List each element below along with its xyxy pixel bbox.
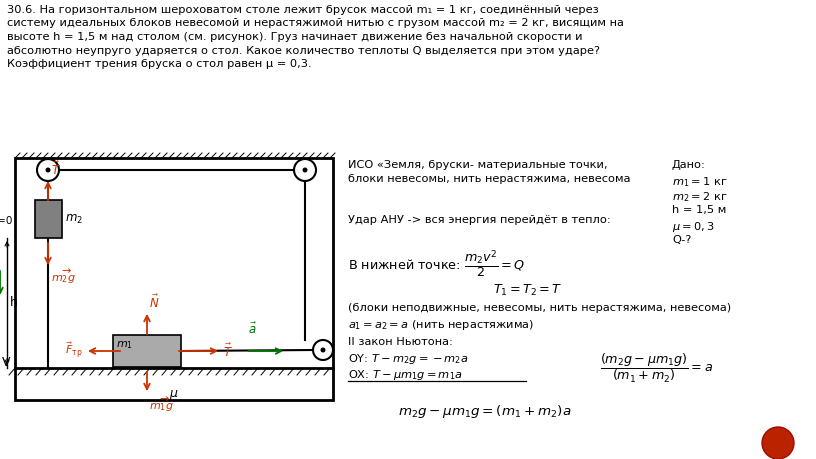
Text: $\mu = 0,3$: $\mu = 0,3$	[672, 220, 715, 234]
Text: h = 1,5 м: h = 1,5 м	[672, 205, 726, 215]
Text: h: h	[10, 297, 18, 309]
Bar	[35, 200, 62, 238]
Text: $T_1 = T_2 = T$: $T_1 = T_2 = T$	[493, 283, 562, 298]
Text: В нижней точке: $\dfrac{m_2 v^2}{2} = Q$: В нижней точке: $\dfrac{m_2 v^2}{2} = Q$	[348, 248, 526, 280]
Text: $m_1$: $m_1$	[116, 339, 133, 351]
Text: $a_1 = a_2 = a$ (нить нерастяжима): $a_1 = a_2 = a$ (нить нерастяжима)	[348, 318, 534, 332]
Circle shape	[321, 347, 326, 353]
Text: $\vec{F}_{\rm тр}$: $\vec{F}_{\rm тр}$	[65, 341, 83, 361]
Text: $\overrightarrow{m_2 g}$: $\overrightarrow{m_2 g}$	[51, 268, 76, 286]
Text: ОX: $T - \mu m_1 g = m_1 a$: ОX: $T - \mu m_1 g = m_1 a$	[348, 368, 463, 382]
Circle shape	[303, 168, 308, 173]
Text: V=0: V=0	[0, 216, 13, 226]
Circle shape	[46, 168, 51, 173]
Text: Удар АНУ -> вся энергия перейдёт в тепло:: Удар АНУ -> вся энергия перейдёт в тепло…	[348, 215, 610, 225]
Bar	[113, 335, 181, 367]
Text: Q-?: Q-?	[672, 235, 691, 245]
Text: $\mu$: $\mu$	[169, 388, 179, 402]
Text: $\vec{N}$: $\vec{N}$	[149, 294, 159, 311]
Text: $\dfrac{(m_2 g - \mu m_1 g)}{(m_1 + m_2)} = a$: $\dfrac{(m_2 g - \mu m_1 g)}{(m_1 + m_2)…	[600, 352, 713, 385]
Text: ОY: $T - m_2 g = -m_2 a$: ОY: $T - m_2 g = -m_2 a$	[348, 352, 468, 366]
Text: высоте h = 1,5 м над столом (см. рисунок). Груз начинает движение без начальной : высоте h = 1,5 м над столом (см. рисунок…	[7, 32, 583, 42]
Text: Дано:: Дано:	[672, 160, 706, 170]
Text: $\vec{a}$: $\vec{a}$	[248, 322, 257, 337]
Text: систему идеальных блоков невесомой и нерастяжимой нитью с грузом массой m₂ = 2 к: систему идеальных блоков невесомой и нер…	[7, 18, 624, 28]
Text: абсолютно неупруго ударяется о стол. Какое количество теплоты Q выделяется при э: абсолютно неупруго ударяется о стол. Как…	[7, 45, 600, 56]
Text: блоки невесомы, нить нерастяжима, невесома: блоки невесомы, нить нерастяжима, невесо…	[348, 174, 631, 184]
Text: Коэффициент трения бруска о стол равен μ = 0,3.: Коэффициент трения бруска о стол равен μ…	[7, 59, 312, 69]
Circle shape	[762, 427, 794, 459]
Text: $m_2 g - \mu m_1 g = (m_1 + m_2)a$: $m_2 g - \mu m_1 g = (m_1 + m_2)a$	[398, 403, 571, 420]
Text: $m_2$: $m_2$	[65, 213, 83, 225]
Text: II закон Ньютона:: II закон Ньютона:	[348, 337, 453, 347]
Text: V: V	[2, 357, 10, 369]
Text: $\vec{T}$: $\vec{T}$	[223, 342, 233, 359]
Text: $\vec{T}$: $\vec{T}$	[51, 161, 61, 178]
Text: ИСО «Земля, бруски- материальные точки,: ИСО «Земля, бруски- материальные точки,	[348, 160, 607, 170]
Text: $m_1 = 1$ кг: $m_1 = 1$ кг	[672, 175, 728, 189]
Text: $m_2 = 2$ кг: $m_2 = 2$ кг	[672, 190, 728, 204]
Text: (блоки неподвижные, невесомы, нить нерастяжима, невесома): (блоки неподвижные, невесомы, нить нерас…	[348, 303, 731, 313]
Text: 30.6. На горизонтальном шероховатом столе лежит брусок массой m₁ = 1 кг, соединё: 30.6. На горизонтальном шероховатом стол…	[7, 5, 599, 15]
Text: $\overrightarrow{m_1 g}$: $\overrightarrow{m_1 g}$	[149, 396, 174, 414]
